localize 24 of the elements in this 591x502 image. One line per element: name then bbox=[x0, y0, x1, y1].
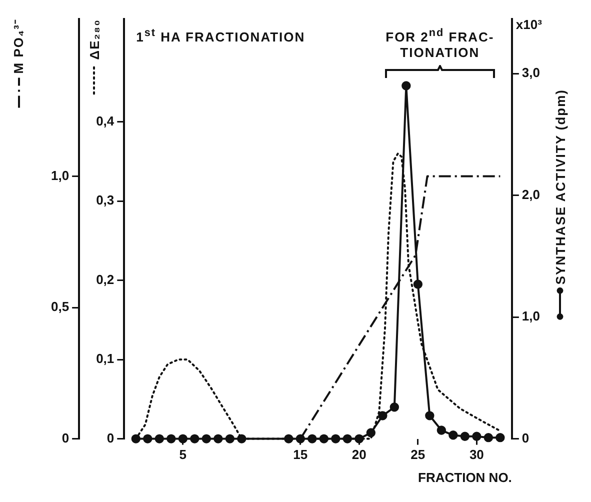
x-tick-label: 15 bbox=[293, 447, 308, 462]
y-tick-label: 0,5 bbox=[50, 299, 70, 314]
y2-tick-label: 0,4 bbox=[96, 113, 115, 128]
text: 1$^{st}$ HA FRACTIONATION bbox=[136, 26, 306, 44]
y3-tick-label: 2,0 bbox=[522, 186, 540, 202]
y3-axis-title: SYNTHASE ACTIVITY (dpm) bbox=[553, 88, 568, 284]
y-tick-label: 1,0 bbox=[50, 168, 70, 183]
x-tick-label: 30 bbox=[469, 447, 484, 462]
y-tick-label: 0 bbox=[62, 430, 70, 446]
x-tick-label: 25 bbox=[410, 447, 426, 462]
y3-tick-label: 1,0 bbox=[522, 308, 540, 324]
y3-tick-label: 3,0 bbox=[522, 65, 540, 80]
x-axis-title: FRACTION NO. bbox=[418, 470, 512, 485]
y2-tick-label: 0,3 bbox=[96, 192, 114, 208]
x-tick-label: 5 bbox=[179, 447, 187, 462]
y2-tick-label: 0,1 bbox=[96, 351, 114, 366]
y2-tick-label: 0 bbox=[106, 430, 114, 446]
y3-tick-label: 0 bbox=[522, 430, 530, 446]
annotation: FOR 2$^{nd}$ FRAC- TIONATION bbox=[384, 26, 496, 62]
y-axis-title: M PO₄³⁻ bbox=[10, 18, 27, 74]
x-tick-label: 20 bbox=[352, 447, 366, 462]
y2-axis-title: ΔE₂₈₀ bbox=[87, 18, 102, 60]
y2-tick-label: 0,2 bbox=[96, 272, 114, 287]
text: x10³ bbox=[516, 16, 542, 32]
